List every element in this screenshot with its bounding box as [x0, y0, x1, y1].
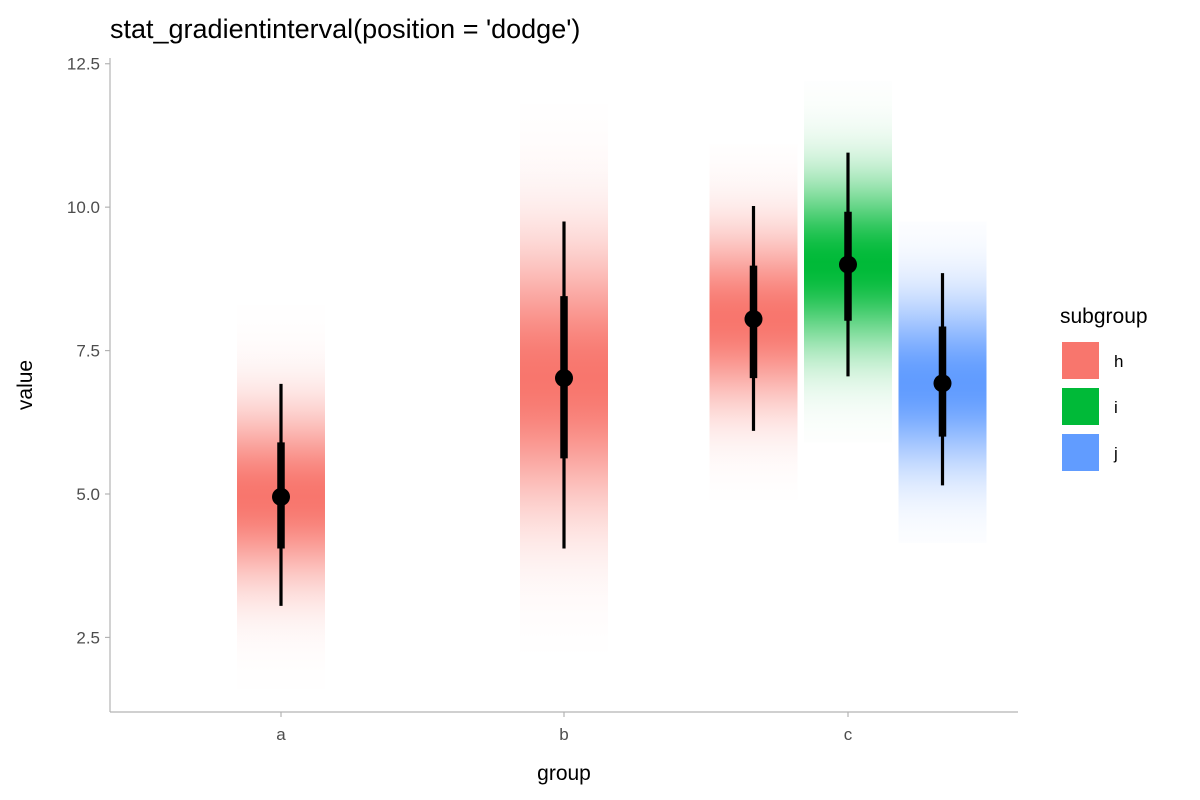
- x-tick-label: a: [276, 725, 286, 744]
- legend-swatch-j: [1062, 434, 1099, 471]
- legend-title: subgroup: [1060, 305, 1148, 328]
- y-tick-label: 10.0: [67, 198, 100, 217]
- x-axis-ticks: a b c: [276, 712, 853, 744]
- median-point-b-h: [555, 369, 573, 388]
- y-tick-label: 2.5: [76, 628, 100, 647]
- x-axis-title: group: [537, 762, 591, 785]
- y-axis-ticks: 2.5 5.0 7.5 10.0 12.5: [67, 55, 110, 647]
- legend-swatch-i: [1062, 388, 1099, 425]
- y-tick-label: 12.5: [67, 55, 100, 74]
- legend-swatch-h: [1062, 342, 1099, 379]
- chart-title: stat_gradientinterval(position = 'dodge'…: [110, 14, 580, 44]
- legend-label-j: j: [1113, 444, 1118, 463]
- median-point-c-i: [839, 255, 857, 274]
- y-axis-title: value: [14, 360, 37, 410]
- plot-area: [237, 80, 987, 690]
- median-point-a-h: [272, 487, 290, 506]
- y-tick-label: 5.0: [76, 485, 100, 504]
- legend: subgroup h i j: [1060, 305, 1148, 471]
- legend-label-i: i: [1114, 398, 1118, 417]
- x-tick-label: c: [844, 725, 853, 744]
- y-tick-label: 7.5: [76, 342, 100, 361]
- legend-label-h: h: [1114, 352, 1123, 371]
- x-tick-label: b: [559, 725, 568, 744]
- median-point-c-h: [744, 310, 763, 329]
- median-point-c-j: [933, 374, 952, 393]
